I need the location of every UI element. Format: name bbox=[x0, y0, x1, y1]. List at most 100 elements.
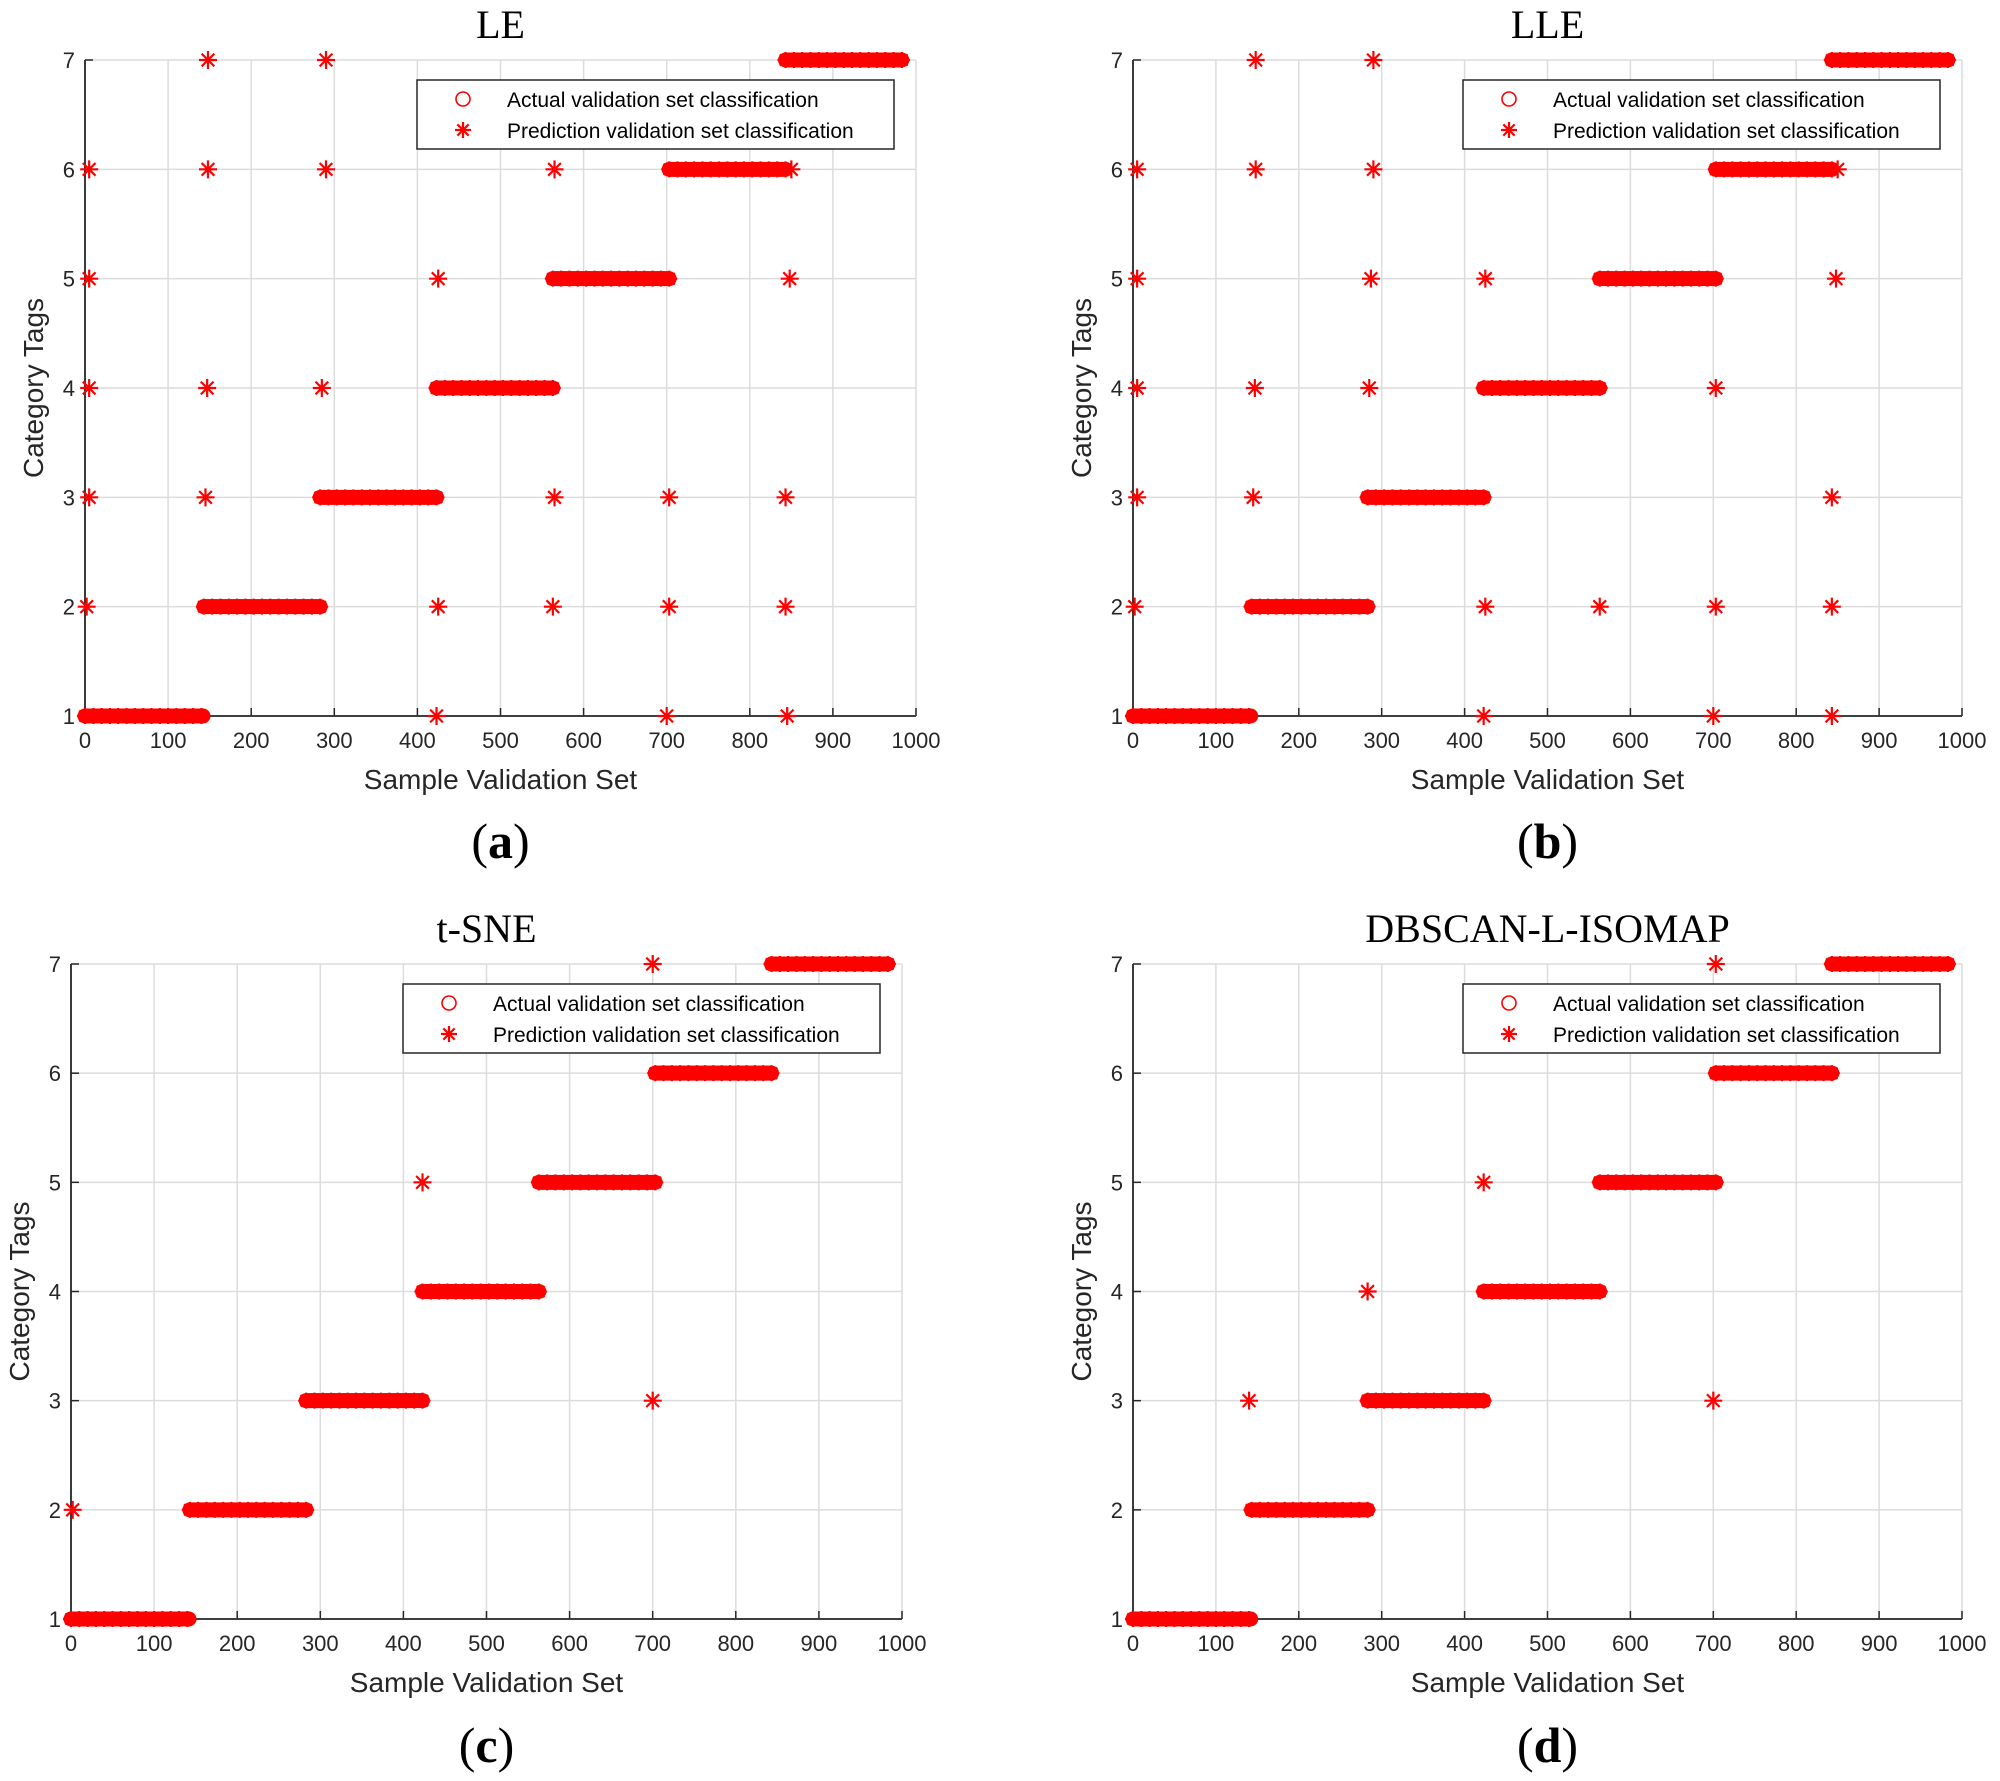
asterisk-mark bbox=[289, 1501, 306, 1518]
prediction-point bbox=[877, 52, 894, 68]
prediction-point bbox=[215, 1501, 232, 1518]
asterisk-mark bbox=[638, 1174, 655, 1191]
prediction-point bbox=[1732, 161, 1749, 178]
asterisk-mark bbox=[395, 489, 412, 506]
asterisk-mark bbox=[1149, 1611, 1166, 1627]
asterisk-mark bbox=[287, 598, 304, 615]
prediction-outlier-point bbox=[1706, 955, 1725, 973]
asterisk-mark bbox=[1501, 122, 1517, 138]
asterisk-mark bbox=[1881, 956, 1898, 972]
prediction-point bbox=[622, 1174, 639, 1191]
prediction-point bbox=[564, 1174, 581, 1191]
asterisk-mark bbox=[298, 1392, 315, 1409]
asterisk-mark bbox=[1525, 380, 1542, 396]
asterisk-mark bbox=[1246, 160, 1265, 179]
asterisk-mark bbox=[744, 161, 761, 178]
prediction-point bbox=[1533, 1283, 1550, 1300]
asterisk-mark bbox=[1583, 1283, 1600, 1300]
asterisk-mark bbox=[316, 160, 335, 179]
prediction-point bbox=[536, 380, 553, 396]
asterisk-mark bbox=[278, 598, 295, 615]
asterisk-mark bbox=[1240, 1391, 1259, 1410]
y-tick-label: 7 bbox=[49, 952, 61, 977]
prediction-point bbox=[1558, 1283, 1575, 1300]
asterisk-mark bbox=[1409, 1392, 1426, 1409]
prediction-point bbox=[1158, 1611, 1175, 1627]
asterisk-mark bbox=[1898, 52, 1915, 68]
asterisk-mark bbox=[1268, 1501, 1285, 1518]
prediction-point bbox=[1492, 1283, 1509, 1300]
asterisk-mark bbox=[1476, 269, 1495, 288]
asterisk-mark bbox=[1207, 708, 1224, 724]
prediction-point bbox=[79, 1611, 96, 1627]
prediction-point bbox=[464, 1283, 481, 1300]
prediction-point bbox=[364, 1392, 381, 1409]
x-tick-label: 0 bbox=[79, 728, 91, 753]
prediction-point bbox=[636, 270, 653, 287]
prediction-point bbox=[1508, 1283, 1525, 1300]
asterisk-mark bbox=[328, 489, 345, 506]
y-tick-label: 7 bbox=[1111, 48, 1123, 73]
asterisk-mark bbox=[126, 708, 143, 724]
prediction-point bbox=[295, 598, 312, 615]
prediction-point bbox=[788, 956, 805, 972]
prediction-point bbox=[1149, 1611, 1166, 1627]
asterisk-mark bbox=[461, 380, 478, 396]
prediction-outlier-point bbox=[1128, 379, 1147, 397]
prediction-point bbox=[1517, 1283, 1534, 1300]
asterisk-mark bbox=[1128, 488, 1147, 507]
asterisk-mark bbox=[776, 597, 795, 616]
legend: Actual validation set classification Pred… bbox=[416, 79, 895, 150]
x-tick-label: 1000 bbox=[878, 1631, 927, 1656]
x-tick-label: 100 bbox=[136, 1631, 173, 1656]
asterisk-mark bbox=[1359, 598, 1376, 615]
legend-box bbox=[1462, 79, 1941, 150]
prediction-point bbox=[863, 956, 880, 972]
prediction-point bbox=[1774, 161, 1791, 178]
asterisk-mark bbox=[522, 1283, 539, 1300]
x-tick-label: 200 bbox=[219, 1631, 256, 1656]
prediction-point bbox=[830, 956, 847, 972]
prediction-point bbox=[519, 380, 536, 396]
asterisk-mark bbox=[414, 1392, 431, 1409]
prediction-outlier-point bbox=[427, 707, 446, 725]
asterisk-mark bbox=[1682, 1174, 1699, 1191]
prediction-point bbox=[447, 1283, 464, 1300]
prediction-point bbox=[154, 1611, 171, 1627]
prediction-outlier-point bbox=[1361, 269, 1380, 288]
asterisk-mark bbox=[813, 956, 830, 972]
asterisk-mark bbox=[752, 161, 769, 178]
asterisk-mark bbox=[1832, 956, 1849, 972]
prediction-point bbox=[101, 708, 118, 724]
prediction-point bbox=[478, 380, 495, 396]
asterisk-mark bbox=[1367, 1392, 1384, 1409]
x-tick-label: 700 bbox=[648, 728, 685, 753]
x-tick-label: 800 bbox=[1778, 1631, 1815, 1656]
prediction-point bbox=[1707, 161, 1724, 178]
prediction-point bbox=[1807, 1065, 1824, 1082]
prediction-point bbox=[555, 1174, 572, 1191]
asterisk-mark bbox=[611, 270, 628, 287]
asterisk-mark bbox=[195, 598, 212, 615]
asterisk-mark bbox=[80, 160, 99, 179]
asterisk-mark bbox=[655, 1065, 672, 1082]
prediction-point bbox=[1898, 956, 1915, 972]
asterisk-mark bbox=[1641, 270, 1658, 287]
asterisk-mark bbox=[1475, 380, 1492, 396]
prediction-point bbox=[289, 1501, 306, 1518]
prediction-point bbox=[179, 1611, 196, 1627]
prediction-point bbox=[1367, 489, 1384, 506]
prediction-point bbox=[647, 1174, 664, 1191]
x-axis-label: Sample Validation Set bbox=[1411, 764, 1685, 795]
prediction-point bbox=[1467, 1392, 1484, 1409]
prediction-point bbox=[1475, 1283, 1492, 1300]
prediction-point bbox=[1425, 489, 1442, 506]
prediction-point bbox=[1939, 52, 1956, 68]
asterisk-mark bbox=[769, 161, 786, 178]
asterisk-mark bbox=[1309, 1501, 1326, 1518]
asterisk-mark bbox=[1174, 708, 1191, 724]
prediction-point bbox=[796, 956, 813, 972]
asterisk-mark bbox=[429, 597, 448, 616]
asterisk-mark bbox=[630, 1174, 647, 1191]
prediction-point bbox=[181, 1501, 198, 1518]
